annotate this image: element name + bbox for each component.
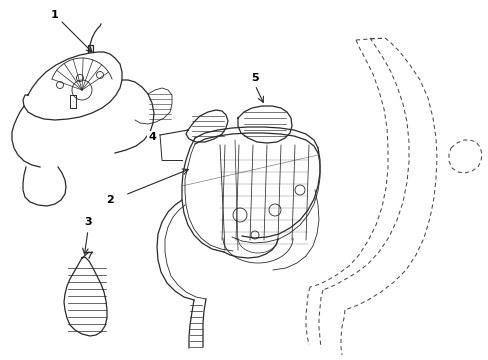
Text: 2: 2 xyxy=(106,195,114,205)
Text: 3: 3 xyxy=(84,217,92,227)
Text: 1: 1 xyxy=(51,10,59,20)
Text: 5: 5 xyxy=(251,73,258,83)
Text: 4: 4 xyxy=(148,132,156,142)
